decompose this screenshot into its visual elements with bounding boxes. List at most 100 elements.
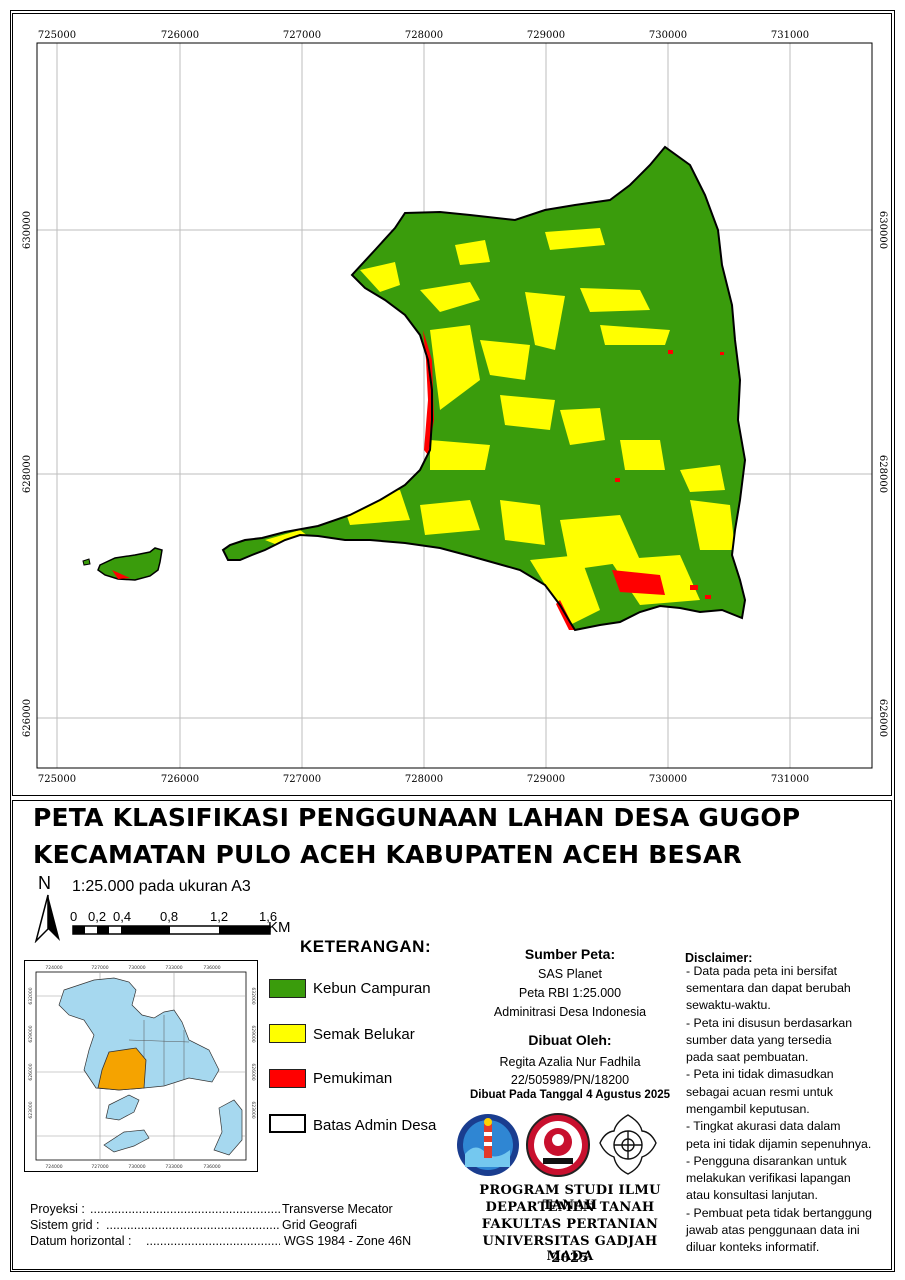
inset-ticks: 724000 727000 730000 733000 736000 72400…: [28, 965, 256, 1170]
x-axis-labels-bottom: 725000 726000 727000 728000 729000 73000…: [38, 774, 809, 785]
north-letter: N: [38, 873, 51, 893]
main-map[interactable]: 725000 726000 727000 728000 729000 73000…: [0, 0, 905, 800]
svg-text:626000: 626000: [22, 699, 33, 737]
map-title-line1: PETA KLASIFIKASI PENGGUNAAN LAHAN DESA G…: [33, 803, 801, 832]
disclaimer-line: melakukan verifikasi lapangan: [686, 1171, 851, 1185]
legend-label-pemukiman: Pemukiman: [313, 1070, 393, 1087]
small-island: [82, 547, 163, 581]
grid-system-label: Sistem grid :: [30, 1218, 100, 1232]
semak-belukar-patches: [265, 228, 735, 625]
disclaimer-line: - Peta ini disusun berdasarkan: [686, 1016, 853, 1030]
svg-text:726000: 726000: [161, 30, 199, 41]
north-arrow-icon: [34, 894, 60, 943]
projection-label: Proyeksi :: [30, 1202, 85, 1216]
village-polygon[interactable]: [221, 145, 747, 632]
svg-text:728000: 728000: [405, 774, 443, 785]
author-heading: Dibuat Oleh:: [528, 1032, 612, 1048]
datum-dots: ........................................…: [146, 1234, 280, 1248]
svg-text:623000: 623000: [28, 1101, 34, 1118]
svg-text:730000: 730000: [649, 774, 687, 785]
inset-region: [58, 977, 243, 1156]
disclaimer-line: - Data pada peta ini bersifat: [686, 964, 838, 978]
legend-swatch-semak: [269, 1024, 306, 1043]
institution-line-4: UNIVERSITAS GADJAH MADA: [482, 1234, 658, 1264]
soil-science-logo-icon: [457, 1114, 519, 1176]
svg-text:736000: 736000: [203, 965, 220, 971]
institution-year: 2025: [551, 1251, 589, 1266]
inset-map[interactable]: 724000 727000 730000 733000 736000 72400…: [24, 960, 258, 1172]
institution-line-1: PROGRAM STUDI ILMU TANAH: [479, 1183, 661, 1213]
legend-label-kebun: Kebun Campuran: [313, 980, 431, 997]
disclaimer-line: atau konsultasi lanjutan.: [686, 1188, 818, 1202]
scale-label-3: 0,8: [160, 909, 179, 924]
legend-swatch-kebun: [269, 979, 306, 998]
svg-text:727000: 727000: [91, 965, 108, 971]
outer-frame: [10, 10, 895, 1272]
y-axis-labels-right: 630000 628000 626000: [877, 211, 888, 737]
inset-highlight: [97, 1047, 147, 1091]
svg-text:730000: 730000: [649, 30, 687, 41]
author-name: Regita Azalia Nur Fadhila: [499, 1055, 641, 1069]
disclaimer-line: jawab atas penggunaan data ini: [686, 1223, 860, 1237]
svg-text:626000: 626000: [877, 699, 888, 737]
svg-text:628000: 628000: [22, 455, 33, 493]
source-line-1: SAS Planet: [538, 967, 602, 981]
scale-bar: [72, 925, 271, 935]
datum-label: Datum horizontal :: [30, 1234, 132, 1248]
datum-value: WGS 1984 - Zone 46N: [284, 1234, 412, 1248]
scale-label-1: 0,2: [88, 909, 107, 924]
disclaimer-line: - Tingkat akurasi data dalam: [686, 1119, 841, 1133]
svg-text:630000: 630000: [877, 211, 888, 249]
department-logo-icon: [526, 1113, 590, 1177]
disclaimer-line: sebagai acuan resmi untuk: [686, 1085, 833, 1099]
svg-text:733000: 733000: [165, 965, 182, 971]
disclaimer-line: mengambil keputusan.: [686, 1102, 810, 1116]
svg-text:726000: 726000: [161, 774, 199, 785]
legend-label-semak: Semak Belukar: [313, 1026, 415, 1043]
disclaimer-line: sumber data yang tersedia: [686, 1033, 832, 1047]
disclaimer-line: pada saat pembuatan.: [686, 1050, 809, 1064]
scale-unit: KM: [268, 919, 291, 936]
institution-line-2: DEPARTEMEN TANAH: [485, 1200, 655, 1215]
svg-text:725000: 725000: [38, 774, 76, 785]
disclaimer-line: peta ini tidak dijamin sepenuhnya.: [686, 1137, 872, 1151]
svg-text:727000: 727000: [91, 1164, 108, 1170]
disclaimer-line: sewaktu-waktu.: [686, 998, 771, 1012]
x-axis-labels-top: 725000 726000 727000 728000 729000 73000…: [38, 30, 809, 41]
legend-swatch-pemukiman: [269, 1069, 306, 1088]
scale-text: 1:25.000 pada ukuran A3: [72, 878, 251, 895]
legend-heading: KETERANGAN:: [300, 937, 432, 956]
disclaimer-line: - Peta ini tidak dimasudkan: [686, 1067, 834, 1081]
disclaimer-line: - Pengguna disarankan untuk: [686, 1154, 847, 1168]
map-neatline: [36, 42, 873, 769]
svg-text:725000: 725000: [38, 30, 76, 41]
source-line-2: Peta RBI 1:25.000: [518, 986, 622, 1000]
legend-label-batas: Batas Admin Desa: [313, 1117, 437, 1134]
svg-text:729000: 729000: [527, 30, 565, 41]
svg-text:623000: 623000: [250, 1101, 256, 1118]
y-axis-labels-left: 630000 628000 626000: [22, 211, 33, 737]
svg-text:730000: 730000: [128, 965, 145, 971]
svg-text:632000: 632000: [28, 987, 34, 1004]
legend-swatch-batas: [269, 1114, 306, 1133]
svg-text:632000: 632000: [250, 987, 256, 1004]
svg-text:629000: 629000: [250, 1025, 256, 1042]
svg-text:626000: 626000: [28, 1063, 34, 1080]
projection-value: Transverse Mecator: [282, 1202, 393, 1216]
svg-text:626000: 626000: [250, 1063, 256, 1080]
scale-label-5: 1,6: [259, 909, 278, 924]
sources-heading: Sumber Peta:: [524, 946, 616, 962]
legend-panel: [12, 800, 892, 1270]
source-line-3: Adminitrasi Desa Indonesia: [493, 1005, 647, 1019]
svg-text:724000: 724000: [45, 1164, 62, 1170]
grid-system-value: Grid Geografi: [282, 1218, 358, 1232]
svg-text:629000: 629000: [28, 1025, 34, 1042]
svg-text:728000: 728000: [405, 30, 443, 41]
map-title-line2: KECAMATAN PULO ACEH KABUPATEN ACEH BESAR: [33, 840, 742, 869]
svg-text:729000: 729000: [527, 774, 565, 785]
svg-text:731000: 731000: [771, 774, 809, 785]
svg-text:730000: 730000: [128, 1164, 145, 1170]
svg-text:736000: 736000: [203, 1164, 220, 1170]
svg-text:731000: 731000: [771, 30, 809, 41]
scale-label-4: 1,2: [210, 909, 229, 924]
